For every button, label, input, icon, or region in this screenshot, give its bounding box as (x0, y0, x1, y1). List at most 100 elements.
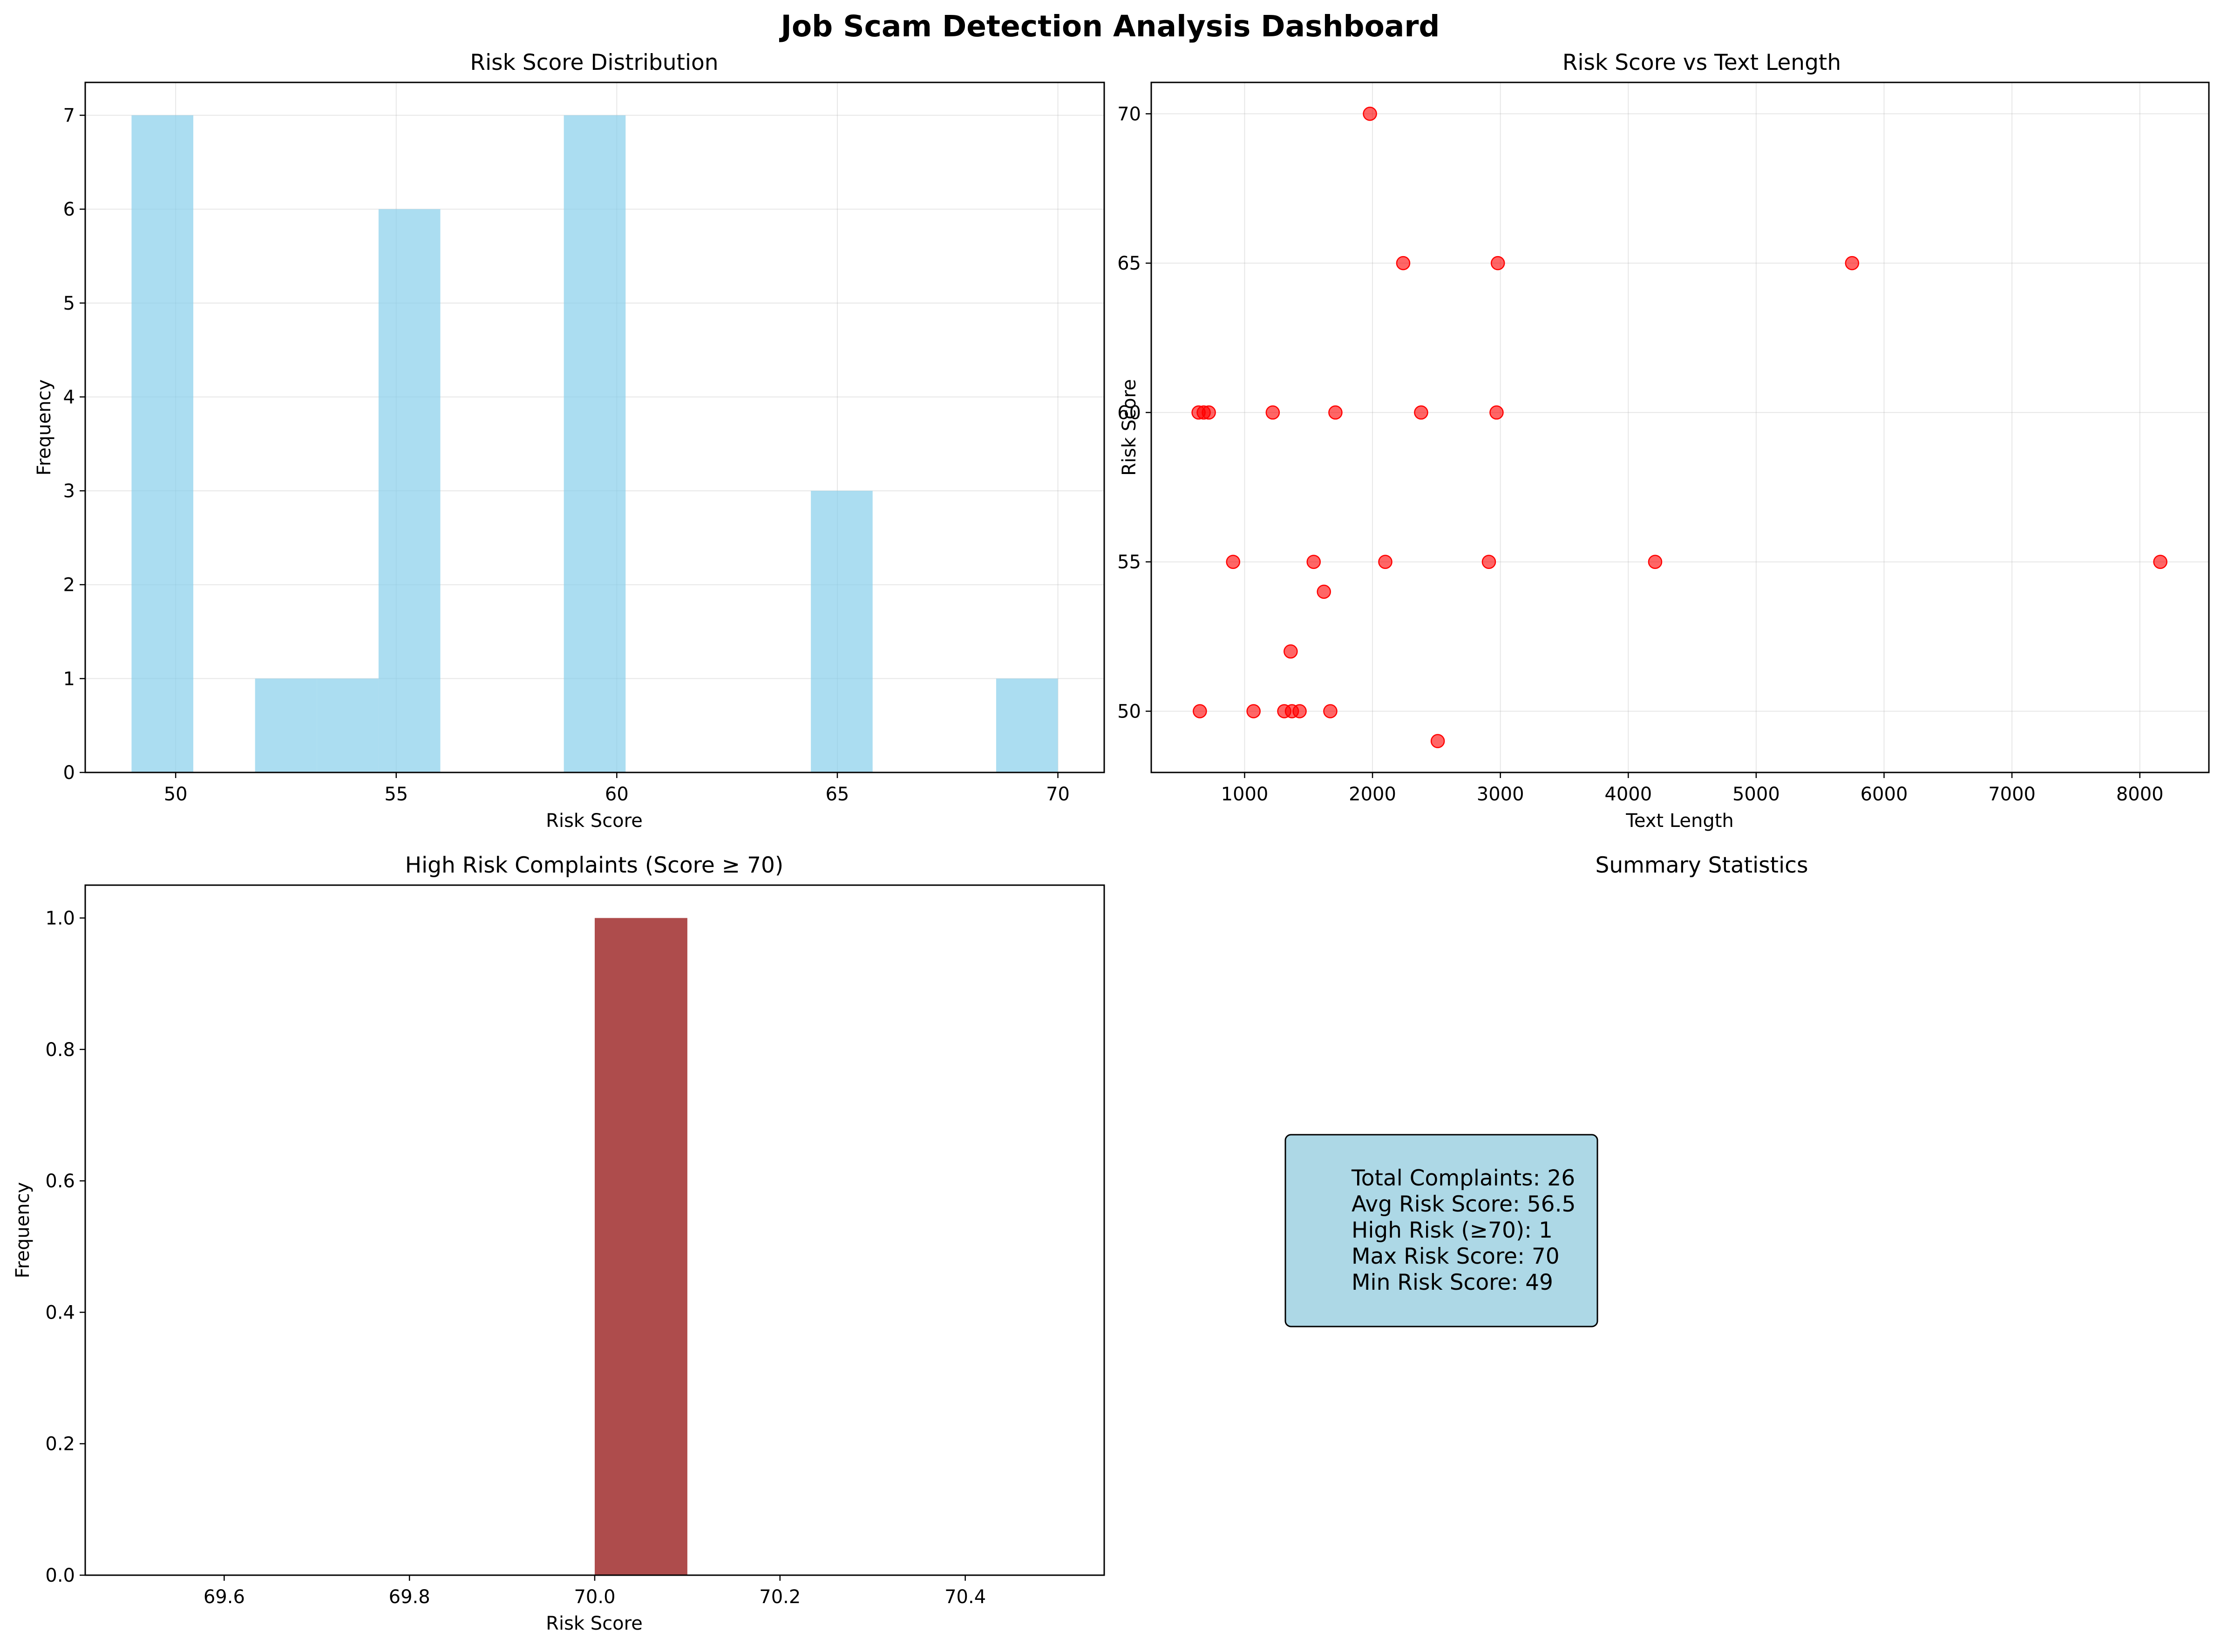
risk-vs-length-points (1191, 107, 2167, 748)
y-tick-label: 1 (63, 668, 75, 690)
scatter-point (1292, 704, 1307, 718)
y-tick-label: 70 (1117, 103, 1141, 125)
risk-vs-length-ticks: 1000 2000 3000 4000 5000 6000 7000 8000 50 55 60 65… (1117, 103, 2164, 805)
scatter-point (1323, 704, 1338, 718)
high-risk-ylabel: Frequency (12, 1182, 34, 1279)
x-tick-label: 7000 (1988, 784, 2036, 805)
high-risk-title: High Risk Complaints (Score ≥ 70) (405, 853, 783, 878)
risk-distribution-bars (131, 115, 1058, 773)
summary-statistics-panel: Summary Statistics Total Complaints: 26 … (1284, 853, 1808, 1327)
scatter-point (1265, 405, 1280, 420)
scatter-point (1414, 405, 1428, 420)
summary-box (1284, 1134, 1598, 1327)
y-tick-label: 50 (1117, 701, 1141, 722)
x-tick-label: 69.6 (204, 1586, 245, 1608)
scatter-point (1845, 256, 1860, 271)
high-risk-bars (595, 918, 687, 1575)
risk-score-distribution-panel: Risk Score Distribution 50 55 60 65 70012345… (34, 50, 1105, 832)
x-tick-label: 70.2 (759, 1586, 801, 1608)
histogram-bar (255, 678, 317, 772)
scatter-point (1284, 644, 1298, 659)
risk-vs-length-axes-frame (1150, 81, 2210, 773)
summary-title: Summary Statistics (1596, 853, 1808, 878)
summary-min-risk: Min Risk Score: 49 (1352, 1270, 1553, 1295)
y-tick-label: 1.0 (45, 908, 75, 929)
scatter-point (1396, 256, 1411, 271)
high-risk-xlabel: Risk Score (546, 1613, 643, 1634)
scatter-point (1430, 734, 1445, 748)
y-tick-label: 3 (63, 481, 75, 502)
histogram-bar (811, 491, 873, 772)
scatter-point (1202, 405, 1216, 420)
scatter-point (1317, 584, 1331, 599)
y-tick-label: 55 (1117, 552, 1141, 573)
histogram-bar (996, 678, 1058, 772)
x-tick-label: 4000 (1604, 784, 1652, 805)
summary-max-risk: Max Risk Score: 70 (1352, 1244, 1560, 1269)
dashboard-title: Job Scam Detection Analysis Dashboard (779, 9, 1440, 43)
x-tick-label: 50 (164, 784, 188, 805)
high-risk-complaints-panel: High Risk Complaints (Score ≥ 70) 69.6 69… (12, 853, 1105, 1634)
x-tick-label: 2000 (1349, 784, 1396, 805)
x-tick-label: 3000 (1477, 784, 1524, 805)
scatter-point (1648, 555, 1663, 569)
x-tick-label: 60 (605, 784, 629, 805)
scatter-point (1246, 704, 1261, 718)
scatter-point (1328, 405, 1343, 420)
y-tick-label: 0.6 (45, 1171, 75, 1192)
risk-vs-length-grid (1151, 82, 2209, 772)
y-tick-label: 6 (63, 199, 75, 220)
scatter-point (1481, 555, 1496, 569)
y-tick-label: 0.8 (45, 1039, 75, 1061)
scatter-point (1363, 107, 1377, 121)
risk-vs-length-xlabel: Text Length (1625, 810, 1734, 832)
x-tick-label: 8000 (2116, 784, 2164, 805)
y-tick-label: 4 (63, 386, 75, 408)
scatter-point (1193, 704, 1207, 718)
y-tick-label: 5 (63, 293, 75, 314)
scatter-point (1378, 555, 1392, 569)
y-tick-label: 7 (63, 105, 75, 127)
x-tick-label: 70.0 (574, 1586, 615, 1608)
summary-high-risk-count: High Risk (≥70): 1 (1352, 1218, 1553, 1243)
summary-total-complaints: Total Complaints: 26 (1351, 1165, 1575, 1191)
histogram-bar (564, 115, 626, 773)
risk-vs-length-panel: Risk Score vs Text Length 1000 2000 3000 40… (1117, 50, 2210, 832)
risk-distribution-ticks: 50 55 60 65 70 0 1 2 3 4 5 6 7 (63, 105, 1070, 805)
x-tick-label: 69.8 (389, 1586, 430, 1608)
risk-distribution-xlabel: Risk Score (546, 810, 643, 832)
scatter-point (1490, 256, 1505, 271)
y-tick-label: 0 (63, 762, 75, 784)
y-tick-label: 2 (63, 575, 75, 596)
x-tick-label: 6000 (1861, 784, 1908, 805)
histogram-bar (378, 209, 441, 772)
risk-vs-length-title: Risk Score vs Text Length (1562, 50, 1841, 75)
high-risk-bar (595, 918, 687, 1575)
summary-avg-risk: Avg Risk Score: 56.5 (1352, 1192, 1576, 1217)
x-tick-label: 55 (384, 784, 408, 805)
y-tick-label: 0.0 (45, 1565, 75, 1586)
scatter-point (1306, 555, 1321, 569)
y-tick-label: 0.2 (45, 1434, 75, 1455)
risk-distribution-ylabel: Frequency (34, 379, 55, 476)
scatter-point (2153, 555, 2167, 569)
x-tick-label: 1000 (1221, 784, 1269, 805)
histogram-bar (317, 678, 379, 772)
y-tick-label: 65 (1117, 253, 1141, 274)
y-tick-label: 0.4 (45, 1302, 75, 1323)
risk-distribution-title: Risk Score Distribution (470, 50, 718, 75)
risk-distribution-axes-frame (84, 81, 1105, 773)
scatter-point (1489, 405, 1504, 420)
x-tick-label: 65 (825, 784, 849, 805)
x-tick-label: 70 (1046, 784, 1070, 805)
scatter-point (1226, 555, 1240, 569)
y-tick-label: 60 (1117, 402, 1141, 424)
risk-vs-length-ylabel: Risk Score (1119, 379, 1140, 476)
high-risk-ticks: 69.6 69.8 70.0 70.2 70.4 0.0 0.2 0.4 0.6 0.8 1.0 (45, 908, 986, 1608)
histogram-bar (131, 115, 194, 773)
x-tick-label: 70.4 (944, 1586, 986, 1608)
x-tick-label: 5000 (1732, 784, 1780, 805)
